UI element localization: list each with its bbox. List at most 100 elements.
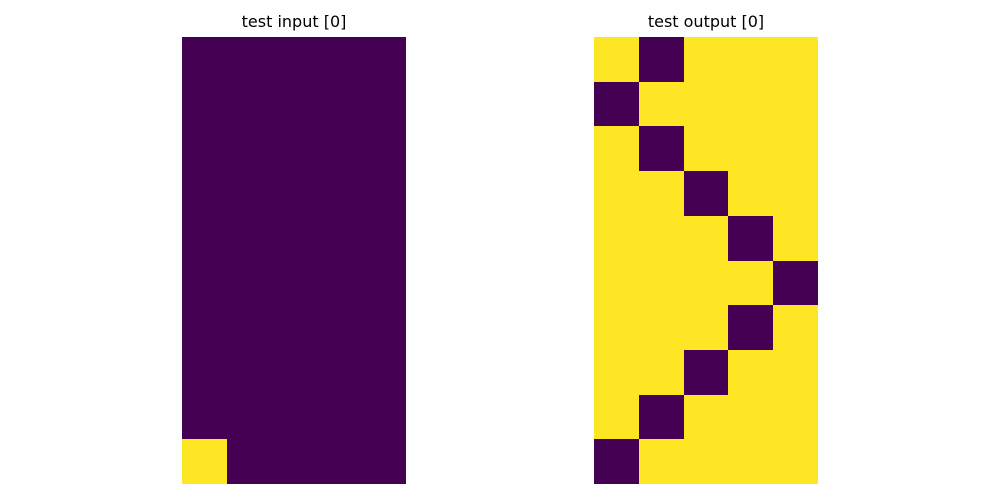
grid-cell [728,439,774,484]
grid-cell [683,260,729,306]
grid-cell [271,349,317,395]
grid-cell [271,81,317,127]
grid-cell [728,305,774,350]
grid-cell [316,81,362,127]
grid-cell [638,81,684,127]
grid-cell [638,349,684,395]
grid-cell [361,126,406,172]
grid-cell [773,215,818,261]
grid-cell [316,349,362,395]
grid-cell [271,171,317,216]
grid-cell [638,305,684,350]
grid-cell [638,171,684,216]
grid-cell [316,171,362,216]
grid-cell [773,305,818,350]
grid-cell [182,37,227,82]
grid-cell [226,171,272,216]
grid-cell [271,305,317,350]
grid-cell [773,439,818,484]
grid-cell [182,305,227,350]
grid-cell [683,37,729,82]
grid-cell [361,349,406,395]
grid-cell [316,439,362,484]
grid-cell [594,349,639,395]
grid-cell [271,215,317,261]
grid-cell [594,126,639,172]
grid-cell [361,260,406,306]
grid-cell [182,81,227,127]
grid-cell [773,171,818,216]
grid-cell [728,215,774,261]
grid-cell [683,171,729,216]
grid-cell [271,439,317,484]
grid-cell [316,394,362,440]
grid-cell [226,81,272,127]
test-output-panel: test output [0] [594,0,818,500]
grid-cell [271,126,317,172]
grid-cell [683,126,729,172]
grid-cell [361,305,406,350]
grid-cell [226,394,272,440]
grid-cell [638,439,684,484]
grid-cell [316,305,362,350]
grid-cell [773,37,818,82]
grid-cell [773,126,818,172]
grid-cell [773,81,818,127]
grid-cell [316,126,362,172]
grid-cell [226,349,272,395]
grid-cell [361,81,406,127]
grid-cell [316,215,362,261]
grid-cell [361,171,406,216]
grid-cell [594,260,639,306]
grid-cell [773,394,818,440]
grid-cell [683,81,729,127]
test-output-grid [594,37,818,484]
grid-cell [361,394,406,440]
grid-cell [773,349,818,395]
grid-cell [316,37,362,82]
grid-cell [683,394,729,440]
grid-cell [594,81,639,127]
grid-cell [271,394,317,440]
grid-cell [683,305,729,350]
grid-cell [594,305,639,350]
grid-cell [594,37,639,82]
grid-cell [594,171,639,216]
grid-cell [182,171,227,216]
grid-cell [594,439,639,484]
grid-cell [683,439,729,484]
grid-cell [361,37,406,82]
grid-cell [638,215,684,261]
test-input-grid [182,37,406,484]
grid-cell [226,215,272,261]
grid-cell [361,215,406,261]
grid-cell [728,171,774,216]
test-output-title: test output [0] [647,12,765,31]
grid-cell [594,215,639,261]
grid-cell [638,126,684,172]
grid-cell [728,260,774,306]
grid-cell [182,439,227,484]
grid-cell [226,439,272,484]
grid-cell [182,215,227,261]
grid-cell [361,439,406,484]
grid-cell [271,260,317,306]
grid-cell [182,126,227,172]
grid-cell [226,37,272,82]
grid-cell [316,260,362,306]
grid-cell [182,349,227,395]
grid-cell [226,305,272,350]
grid-cell [638,37,684,82]
grid-cell [728,349,774,395]
grid-cell [683,215,729,261]
grid-cell [226,126,272,172]
grid-cell [728,394,774,440]
grid-cell [638,394,684,440]
grid-cell [773,260,818,306]
grid-cell [182,394,227,440]
grid-cell [226,260,272,306]
grid-cell [182,260,227,306]
test-input-panel: test input [0] [182,0,406,500]
grid-cell [728,81,774,127]
grid-cell [638,260,684,306]
